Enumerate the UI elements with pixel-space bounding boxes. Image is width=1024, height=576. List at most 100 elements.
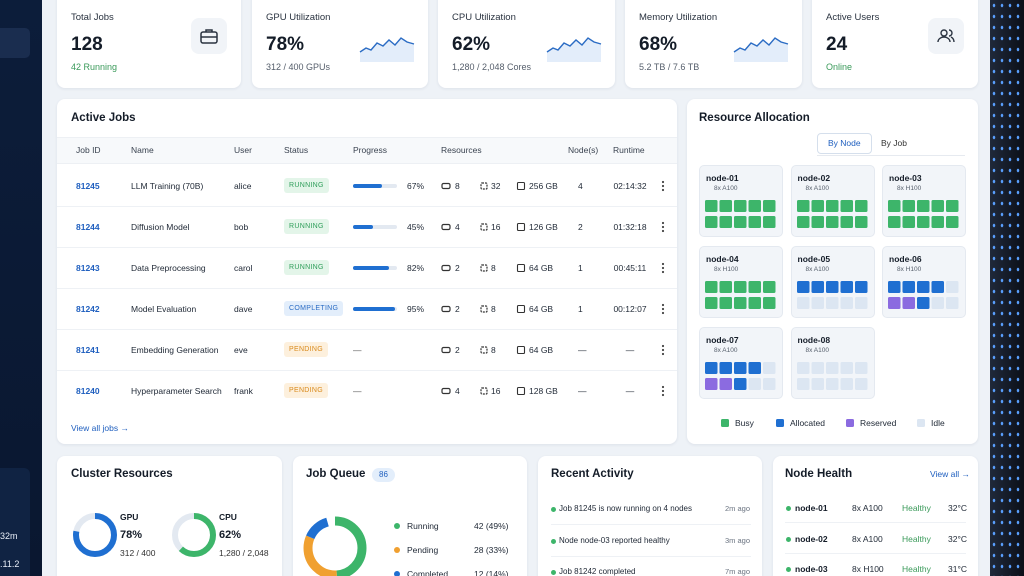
row-menu[interactable]: [660, 221, 666, 233]
node-card[interactable]: node-08 8x A100: [790, 327, 875, 399]
resource-value: 4: [455, 222, 460, 232]
gpu-cell: [825, 216, 838, 228]
job-id[interactable]: 81243: [76, 263, 100, 273]
donut-arc: [172, 513, 216, 557]
column-header: Resources: [441, 145, 482, 155]
icon-shape: [441, 223, 451, 231]
resource-icon: [441, 346, 451, 354]
progress-label: 45%: [407, 222, 425, 232]
gpu-cell: [705, 297, 718, 309]
gpu-grid: [705, 281, 776, 309]
job-name: Model Evaluation: [131, 304, 197, 314]
node-card[interactable]: node-07 8x A100: [699, 327, 783, 399]
gpu-cell: [946, 281, 959, 293]
stat-card: CPU Utilization 62% 1,280 / 2,048 Cores: [438, 0, 615, 88]
progress-bar: [353, 225, 373, 229]
column-header: Node(s): [568, 145, 599, 155]
gpu-cell: [888, 200, 901, 212]
resource-value: 2: [455, 304, 460, 314]
node-card[interactable]: node-02 8x A100: [790, 165, 875, 237]
job-id[interactable]: 81242: [76, 304, 100, 314]
stat-card: Memory Utilization 68% 5.2 TB / 7.6 TB: [625, 0, 802, 88]
gpu-cell: [796, 200, 809, 212]
stat-icon: [928, 18, 964, 54]
progress-label: 67%: [407, 181, 425, 191]
row-menu[interactable]: [660, 262, 666, 274]
row-menu[interactable]: [660, 303, 666, 315]
activity-text: Job 81242 completed: [559, 567, 636, 576]
activity-dot: [551, 507, 556, 512]
stat-value: 128: [71, 34, 103, 55]
stat-value: 24: [826, 34, 848, 55]
panel-title: Cluster Resources: [71, 468, 173, 480]
gpu-cell: [763, 200, 776, 212]
node-card[interactable]: node-03 8x H100: [882, 165, 966, 237]
menu-dot: [661, 348, 665, 352]
node-card[interactable]: node-05 8x A100: [790, 246, 875, 318]
tab[interactable]: By Node: [817, 133, 872, 154]
gpu-cell: [888, 281, 901, 293]
tab-underline: [817, 155, 965, 156]
gpu-cell: [946, 297, 959, 309]
node-gpu: 8x A100: [852, 503, 883, 513]
view-all-link[interactable]: View all →: [930, 469, 970, 479]
node-name: node-03: [795, 564, 828, 574]
gpu-cell: [902, 200, 915, 212]
resource-icon: [516, 386, 526, 396]
donut: [303, 516, 367, 576]
column-header: Name: [131, 145, 154, 155]
legend-dot: [394, 523, 400, 529]
divider: [785, 552, 966, 554]
node-name: node-01: [706, 173, 739, 183]
node-card[interactable]: node-01 8x A100: [699, 165, 783, 237]
view-all-link[interactable]: View all jobs →: [71, 423, 129, 433]
queue-count: 86: [372, 468, 395, 482]
activity-time: 7m ago: [725, 567, 751, 576]
legend-label: Idle: [931, 418, 945, 428]
menu-dot: [661, 393, 665, 397]
resource-value: 8: [491, 345, 496, 355]
node-gpu: 8x H100: [852, 564, 884, 574]
resource-icon: [441, 387, 451, 395]
node-card[interactable]: node-04 8x H100: [699, 246, 783, 318]
job-id[interactable]: 81241: [76, 345, 100, 355]
donut-segment: [303, 516, 367, 576]
legend-dot: [394, 547, 400, 553]
stat-sub: 5.2 TB / 7.6 TB: [639, 62, 700, 72]
gpu-cell: [796, 362, 809, 374]
divider: [551, 524, 751, 525]
icon-shape: [516, 181, 526, 191]
gpu-cell: [811, 200, 824, 212]
sidebar-item[interactable]: [0, 28, 30, 58]
job-id[interactable]: 81245: [76, 181, 100, 191]
runtime: 00:45:11: [613, 263, 647, 273]
node-card[interactable]: node-06 8x H100: [882, 246, 966, 318]
table-header-bg: [57, 137, 677, 164]
gpu-cell: [917, 200, 930, 212]
gpu-grid: [705, 200, 776, 228]
node-count: —: [578, 386, 587, 396]
row-menu[interactable]: [660, 385, 666, 397]
menu-dot: [661, 188, 665, 192]
job-id[interactable]: 81240: [76, 386, 100, 396]
sparkline: [733, 37, 789, 62]
job-queue-panel: Job Queue 86 Running 42 (49%) Pending 28 (33%…: [293, 456, 527, 576]
stat-sub: 42 Running: [71, 62, 118, 72]
queue-value: 12 (14%): [474, 569, 509, 576]
job-user: dave: [234, 304, 253, 314]
menu-dot: [661, 184, 665, 188]
row-menu[interactable]: [660, 180, 666, 192]
node-gpu: 8x A100: [714, 347, 738, 354]
job-id[interactable]: 81244: [76, 222, 100, 232]
gpu-cell: [811, 216, 824, 228]
activity-time: 3m ago: [725, 535, 751, 545]
row-menu[interactable]: [660, 344, 666, 356]
gpu-cell: [931, 297, 944, 309]
resource-name: CPU: [219, 512, 237, 522]
active-jobs-panel: Active Jobs Job ID Name User Status Progress R…: [57, 99, 677, 444]
icon-shape: [480, 223, 488, 231]
tab[interactable]: By Job: [881, 138, 907, 148]
gpu-cell: [931, 216, 944, 228]
menu-dot: [661, 311, 665, 315]
gpu-cell: [734, 200, 747, 212]
